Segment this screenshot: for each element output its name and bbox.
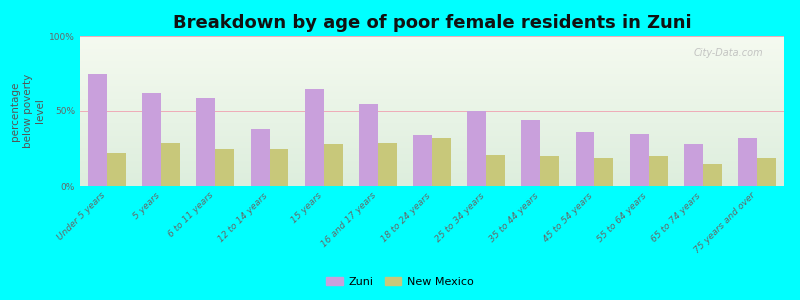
Bar	[378, 142, 397, 186]
Bar	[738, 138, 757, 186]
Bar	[432, 138, 451, 186]
Bar	[413, 135, 432, 186]
Bar	[359, 103, 378, 186]
Bar	[486, 154, 505, 186]
Bar	[197, 98, 215, 186]
Bar	[467, 111, 486, 186]
Bar	[270, 148, 289, 186]
Bar	[324, 144, 342, 186]
Bar	[630, 134, 649, 186]
Bar	[540, 156, 559, 186]
Bar	[107, 153, 126, 186]
Bar	[88, 74, 107, 186]
Bar	[684, 144, 702, 186]
Bar	[162, 142, 180, 186]
Y-axis label: percentage
below poverty
level: percentage below poverty level	[10, 74, 45, 148]
Bar	[594, 158, 614, 186]
Legend: Zuni, New Mexico: Zuni, New Mexico	[322, 273, 478, 291]
Text: City-Data.com: City-Data.com	[694, 48, 763, 58]
Bar	[522, 120, 540, 186]
Bar	[250, 129, 270, 186]
Title: Breakdown by age of poor female residents in Zuni: Breakdown by age of poor female resident…	[173, 14, 691, 32]
Bar	[702, 164, 722, 186]
Bar	[142, 93, 162, 186]
Bar	[305, 88, 324, 186]
Bar	[575, 132, 594, 186]
Bar	[649, 156, 667, 186]
Bar	[215, 148, 234, 186]
Bar	[757, 158, 776, 186]
